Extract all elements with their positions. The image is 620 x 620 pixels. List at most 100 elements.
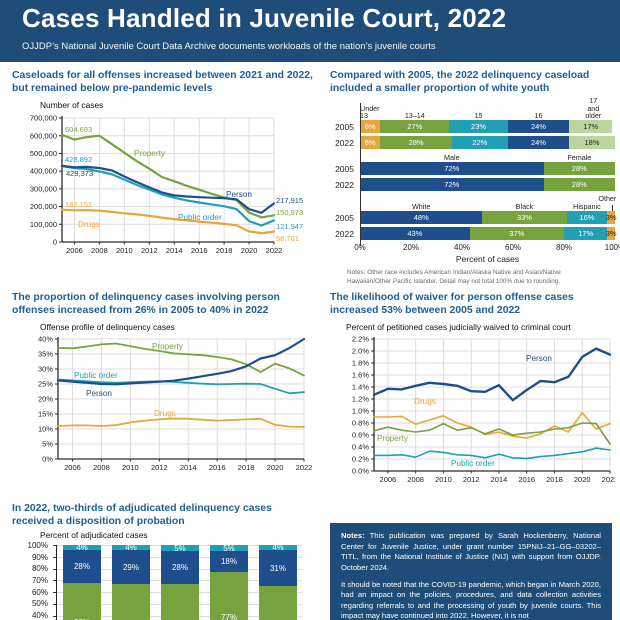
bar-segment: 43% <box>360 227 470 241</box>
x-tick-label: 2014 <box>491 475 508 484</box>
notes-text-1: This publication was prepared by Sarah H… <box>341 531 601 572</box>
bar-segment: 5% <box>210 544 248 553</box>
bar-segment: 8% <box>360 120 381 134</box>
y-tick-label: 1.4% <box>352 383 369 392</box>
annotation: Drugs <box>414 397 436 406</box>
bar-row: 2005 8% 27% 23% 24% 17% <box>330 120 615 134</box>
y-tick-label: 1.2% <box>352 395 369 404</box>
chart-probation: In 2022, two-thirds of adjudicated delin… <box>12 503 314 620</box>
bar-segment: 28% <box>380 136 452 150</box>
bar-row: 2005 48% 33% 16% 3% <box>330 211 617 225</box>
annotation: Drugs <box>78 220 100 229</box>
x-tick-label: 2022 <box>602 475 615 484</box>
y-tick-label: 1.0% <box>352 407 369 416</box>
annotation: 604,693 <box>65 125 92 134</box>
bar-segment: 4% <box>112 543 150 552</box>
y-tick-label: 70% <box>31 575 48 585</box>
chart-notes: Notes: Other race includes American Indi… <box>347 269 561 285</box>
x-tick-label: 80% <box>555 243 573 253</box>
chart-waiver: The likelihood of waiver for person offe… <box>330 292 618 491</box>
stacked-bar: 72% 28% <box>360 178 615 192</box>
series-public-order <box>373 447 611 460</box>
notes-box: Notes: This publication was prepared by … <box>330 523 612 620</box>
y-tick-label: 100% <box>27 540 48 550</box>
caseloads-svg: 0 100,000 200,000 300,000 400,000 500,000 600,… <box>30 114 303 255</box>
x-tick-label: 2014 <box>166 246 183 255</box>
x-tick-label: 2006 <box>380 475 397 484</box>
y-tick-label: 20% <box>38 395 53 404</box>
group-header-label: 17 and older <box>585 95 602 121</box>
annotation: 182,151 <box>65 200 92 209</box>
y-axis-line <box>56 545 58 620</box>
header-tick <box>612 205 614 212</box>
annotation: Public order <box>178 213 222 222</box>
group-header-label: White <box>412 202 431 212</box>
annotation: Person <box>86 389 112 398</box>
y-tick-label: 15% <box>38 410 53 419</box>
bar-segment: 65% <box>259 586 297 620</box>
group-header-label: 13–14 <box>404 111 425 121</box>
chart-caseloads-title: Caseloads for all offenses increased bet… <box>12 70 313 94</box>
x-tick-label: 2016 <box>191 246 208 255</box>
stacked-bar: 48% 33% 16% 3% <box>360 211 617 225</box>
bar-segment: 17% <box>563 227 608 241</box>
notes-paragraph-2: It should be noted that the COVID-19 pan… <box>341 579 601 620</box>
bar-segment: 33% <box>482 211 567 225</box>
bar-segment: 8% <box>360 136 381 150</box>
bar-segment: 29% <box>112 550 150 584</box>
bar-segment: 48% <box>360 211 483 225</box>
x-tick-label: 2020 <box>574 475 591 484</box>
bar-segment: 17% <box>569 120 613 134</box>
annotation: Property <box>152 342 184 351</box>
annotation: Property <box>134 149 166 158</box>
y-tick <box>53 603 56 605</box>
chart-waiver-plot: 0.0% 0.2% 0.4% 0.6% 0.8% 1.0% 1.2% 1.4% 1.6% 1.8%… <box>330 334 618 491</box>
annotation: Person <box>226 190 252 199</box>
series-property <box>373 422 611 446</box>
y-tick-label: 0.0% <box>352 467 369 476</box>
y-tick-label: 100,000 <box>30 220 57 229</box>
y-axis-line <box>360 103 362 247</box>
chart-demographics-plot: Under 13 13–14 15 16 17 and older 2005 8% 27% 23… <box>330 96 620 286</box>
annotation: Public order <box>74 371 118 380</box>
group-header-label: Under 13 <box>360 103 380 121</box>
y-tick-label: 400,000 <box>30 167 57 176</box>
x-tick-label: 2014 <box>180 463 197 472</box>
x-tick-label: 2016 <box>209 463 226 472</box>
x-tick-label: 2012 <box>463 475 480 484</box>
x-tick-label: 0% <box>354 243 366 253</box>
x-tick-label: 2012 <box>151 463 168 472</box>
bar-row-label: 2022 <box>335 137 354 148</box>
notes-label: Notes: <box>341 531 365 540</box>
header: Cases Handled in Juvenile Court, 2022 OJ… <box>0 0 620 62</box>
y-tick-label: 60% <box>31 587 48 597</box>
x-tick-label: 2020 <box>241 246 258 255</box>
x-tick-label: 2010 <box>435 475 452 484</box>
y-tick-label: 0% <box>42 455 53 464</box>
chart-caseloads-plot: 0 100,000 200,000 300,000 400,000 500,000 600,… <box>12 112 314 261</box>
chart-caseloads: Caseloads for all offenses increased bet… <box>12 70 314 261</box>
y-tick-label: 1.8% <box>352 359 369 368</box>
y-tick-label: 5% <box>42 440 53 449</box>
chart-probation-plot: 100%90%80%70%60%50%40%30%20%10%0%68%28%4… <box>12 541 314 620</box>
chart-demographics: Compared with 2005, the 2022 delinquency… <box>330 70 620 286</box>
bar-segment: 37% <box>469 227 564 241</box>
y-tick-label: 0.4% <box>352 443 369 452</box>
x-tick-label: 20% <box>402 243 420 253</box>
y-tick-label: 30% <box>38 365 53 374</box>
x-tick-label: 100% <box>604 243 620 253</box>
chart-waiver-ylabel: Percent of petitioned cases judicially w… <box>346 322 571 333</box>
stacked-bar: 8% 28% 22% 24% 18% <box>360 136 615 150</box>
bar-segment: 28% <box>63 550 101 583</box>
bar-row-label: 2022 <box>335 228 354 239</box>
chart-offense-profile: The proportion of delinquency cases invo… <box>12 292 314 481</box>
bar-row-label: 2005 <box>335 163 354 174</box>
bar-row: 2022 8% 28% 22% 24% 18% <box>330 136 615 150</box>
y-tick-label: 700,000 <box>30 114 57 123</box>
x-tick-label: 2006 <box>64 463 81 472</box>
bar-segment: 3% <box>605 211 617 225</box>
series-public-order <box>60 165 276 227</box>
x-tick-label: 40% <box>453 243 471 253</box>
x-tick-label: 2022 <box>296 463 313 472</box>
series-drugs <box>373 412 611 440</box>
